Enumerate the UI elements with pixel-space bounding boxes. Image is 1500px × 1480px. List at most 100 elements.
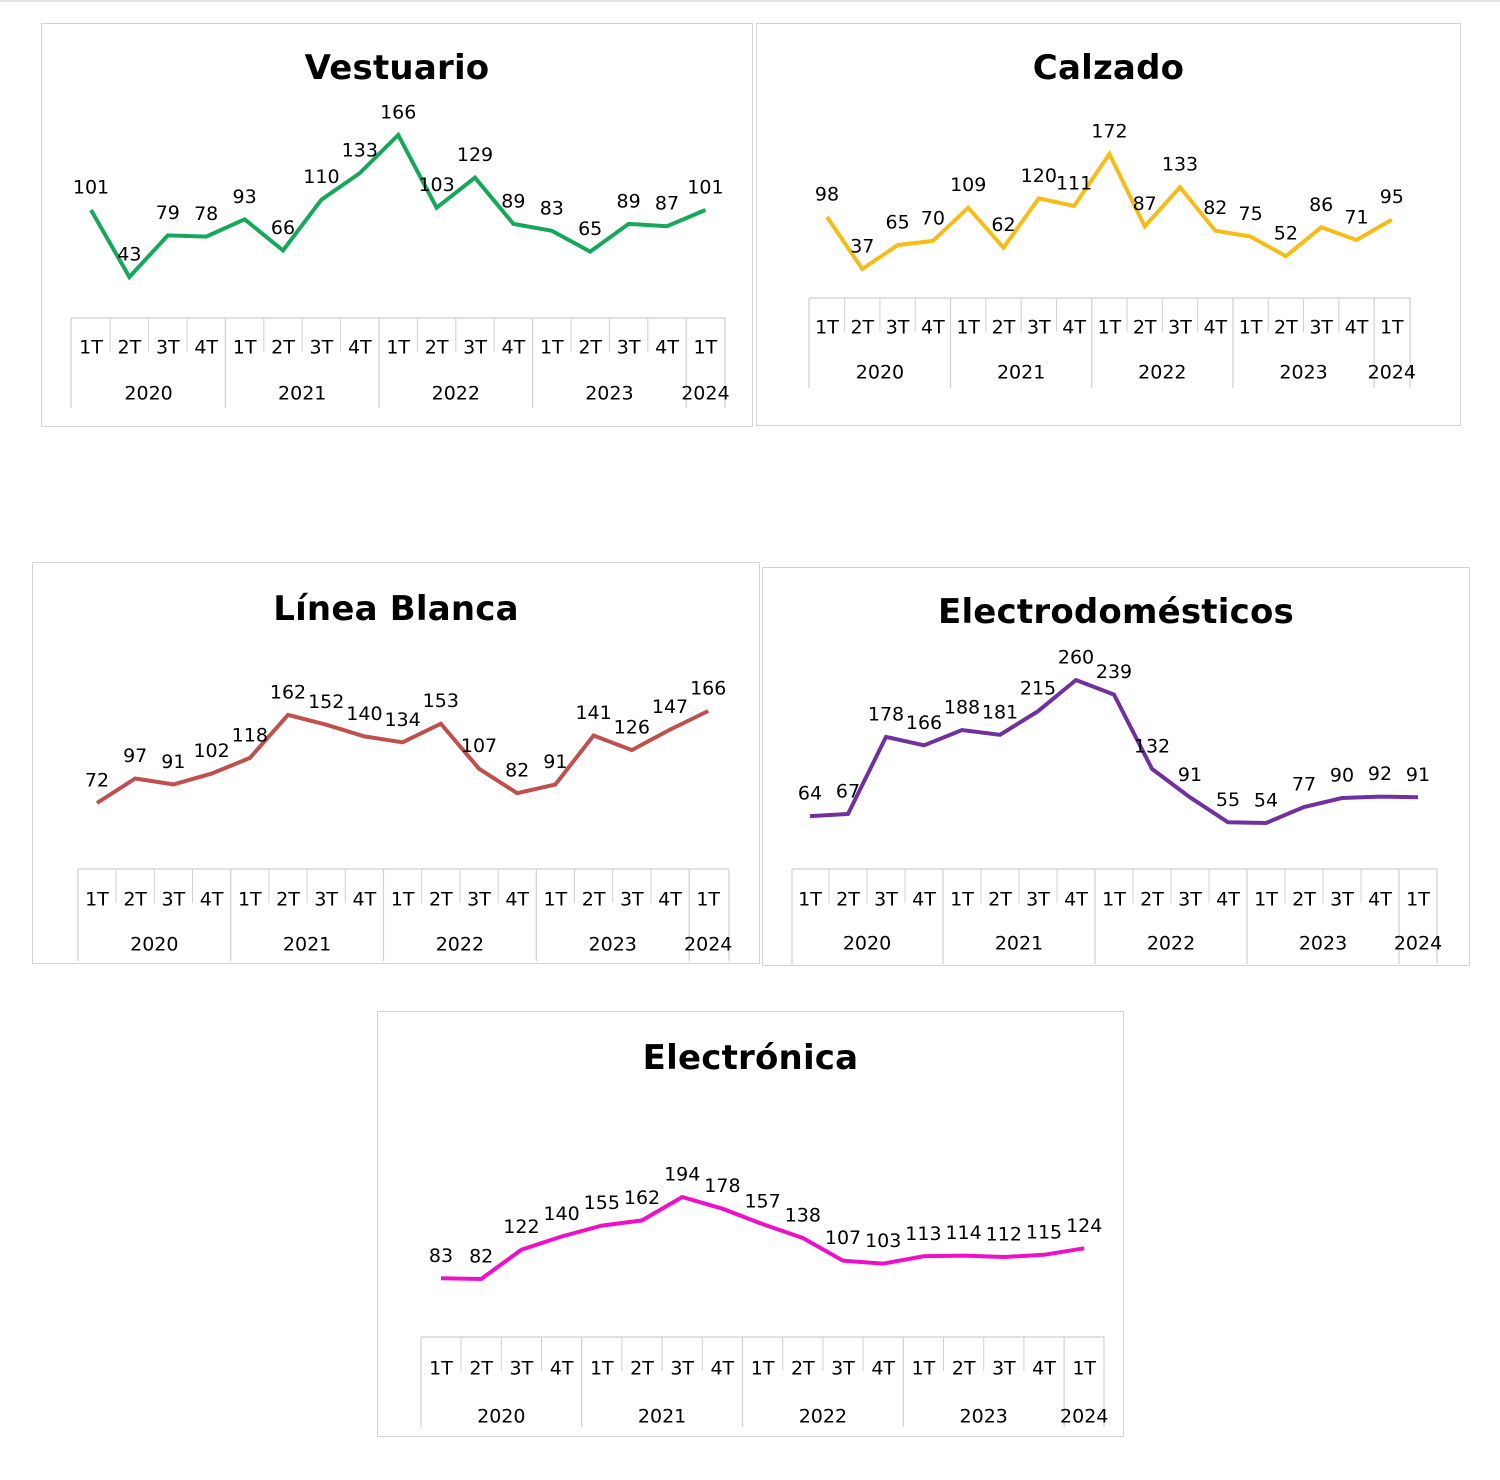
data-label: 166 [906, 712, 942, 734]
data-label: 103 [418, 174, 454, 196]
data-label: 157 [744, 1191, 780, 1213]
chart-electronica: Electrónica 1T 2T 3T 4T 1T 2T 3T 4T 1T 2T 3T 4T 1T 2T… [377, 1011, 1124, 1437]
quarter-tick-label: 4T [871, 1358, 895, 1380]
data-label: 91 [161, 751, 185, 773]
year-tick-label: 2021 [997, 362, 1045, 384]
data-label: 107 [461, 735, 497, 757]
quarter-tick-label: 1T [386, 337, 410, 359]
data-label: 87 [1133, 193, 1157, 215]
data-label: 101 [73, 177, 109, 199]
year-tick-label: 2024 [681, 383, 729, 405]
data-label: 65 [578, 218, 602, 240]
chart-linea-blanca: Línea Blanca 1T 2T 3T 4T 1T 2T 3T 4T 1T 2T 3T 4T 1T 2… [32, 562, 760, 964]
quarter-tick-label: 3T [162, 889, 186, 911]
quarter-tick-label: 4T [1062, 317, 1086, 339]
data-label: 178 [868, 703, 904, 725]
data-label: 92 [1368, 763, 1392, 785]
data-label: 140 [543, 1203, 579, 1225]
quarter-tick-label: 1T [1098, 317, 1122, 339]
quarter-tick-label: 3T [463, 337, 487, 359]
quarter-tick-label: 4T [200, 889, 224, 911]
quarter-tick-label: 3T [314, 889, 338, 911]
data-label: 43 [117, 244, 141, 266]
data-label: 55 [1216, 789, 1240, 811]
quarter-tick-label: 3T [886, 317, 910, 339]
data-label: 83 [540, 197, 564, 219]
quarter-tick-label: 3T [670, 1358, 694, 1380]
data-label: 72 [85, 770, 109, 792]
data-label: 110 [303, 166, 339, 188]
year-tick-label: 2022 [436, 934, 484, 956]
chart-calzado: Calzado 1T 2T 3T 4T 1T 2T 3T 4T 1T 2T 3T 4T 1T 2T 3T 4T… [756, 23, 1461, 426]
quarter-tick-label: 3T [992, 1358, 1016, 1380]
data-label: 162 [270, 681, 306, 703]
data-label: 153 [423, 690, 459, 712]
data-label: 109 [950, 174, 986, 196]
quarter-tick-label: 1T [391, 889, 415, 911]
data-label: 133 [342, 140, 378, 162]
quarter-tick-label: 1T [544, 889, 568, 911]
data-label: 70 [921, 207, 945, 229]
data-label: 166 [380, 102, 416, 124]
data-label: 115 [1026, 1221, 1062, 1243]
quarter-tick-label: 4T [921, 317, 945, 339]
year-tick-label: 2024 [1394, 933, 1442, 955]
quarter-tick-label: 3T [467, 889, 491, 911]
quarter-tick-label: 1T [590, 1358, 614, 1380]
quarter-tick-label: 1T [1380, 317, 1404, 339]
chart-title: Electrónica [642, 1038, 859, 1078]
quarter-tick-label: 4T [348, 337, 372, 359]
series-line [825, 150, 1393, 272]
data-label: 147 [652, 696, 688, 718]
year-tick-label: 2023 [1279, 362, 1327, 384]
data-label: 166 [690, 678, 726, 700]
quarter-tick-label: 3T [156, 337, 180, 359]
data-label: 134 [384, 709, 420, 731]
data-label: 77 [1292, 774, 1316, 796]
data-label: 71 [1344, 207, 1368, 229]
quarter-tick-label: 1T [956, 317, 980, 339]
quarter-tick-label: 1T [540, 337, 564, 359]
quarter-tick-label: 2T [992, 317, 1016, 339]
quarter-tick-label: 2T [118, 337, 142, 359]
quarter-tick-label: 4T [1032, 1358, 1056, 1380]
data-label: 114 [945, 1222, 981, 1244]
quarter-tick-label: 1T [233, 337, 257, 359]
data-label: 37 [850, 236, 874, 258]
data-label: 67 [836, 780, 860, 802]
data-label: 118 [232, 724, 268, 746]
data-label: 181 [982, 701, 1018, 723]
quarter-tick-label: 2T [271, 337, 295, 359]
data-label: 54 [1254, 790, 1278, 812]
quarter-tick-label: 4T [912, 889, 936, 911]
quarter-tick-label: 1T [1102, 889, 1126, 911]
quarter-tick-label: 3T [510, 1358, 534, 1380]
data-label: 65 [886, 212, 910, 234]
data-label: 215 [1020, 678, 1056, 700]
data-label: 90 [1330, 765, 1354, 787]
year-tick-label: 2022 [1147, 933, 1195, 955]
chart-title: Electrodomésticos [938, 592, 1294, 632]
chart-title: Línea Blanca [273, 589, 519, 629]
data-label: 98 [815, 184, 839, 206]
year-tick-label: 2021 [278, 383, 326, 405]
year-tick-label: 2020 [477, 1406, 525, 1428]
data-label: 112 [986, 1224, 1022, 1246]
quarter-tick-label: 2T [1133, 317, 1157, 339]
line-chart-svg: 1T 2T 3T 4T 1T 2T 3T 4T 1T 2T 3T 4T 1T 2T 3T 4T 1T 2020 20… [70, 102, 730, 408]
series-line [89, 131, 707, 281]
series-line [809, 677, 1419, 826]
data-label: 101 [687, 177, 723, 199]
data-label: 120 [1021, 165, 1057, 187]
data-label: 79 [156, 202, 180, 224]
quarter-tick-label: 4T [550, 1358, 574, 1380]
quarter-tick-label: 2T [1292, 889, 1316, 911]
data-label: 178 [704, 1175, 740, 1197]
year-tick-label: 2023 [960, 1406, 1008, 1428]
year-tick-label: 2024 [684, 934, 732, 956]
data-label: 93 [233, 186, 257, 208]
line-chart-svg: 1T 2T 3T 4T 1T 2T 3T 4T 1T 2T 3T 4T 1T 2T 3T 4T 1T 2020 20… [791, 647, 1442, 964]
line-chart-svg: 1T 2T 3T 4T 1T 2T 3T 4T 1T 2T 3T 4T 1T 2T 3T 4T 1T 2020 20… [808, 121, 1416, 388]
quarter-tick-label: 4T [658, 889, 682, 911]
data-label: 75 [1239, 203, 1263, 225]
